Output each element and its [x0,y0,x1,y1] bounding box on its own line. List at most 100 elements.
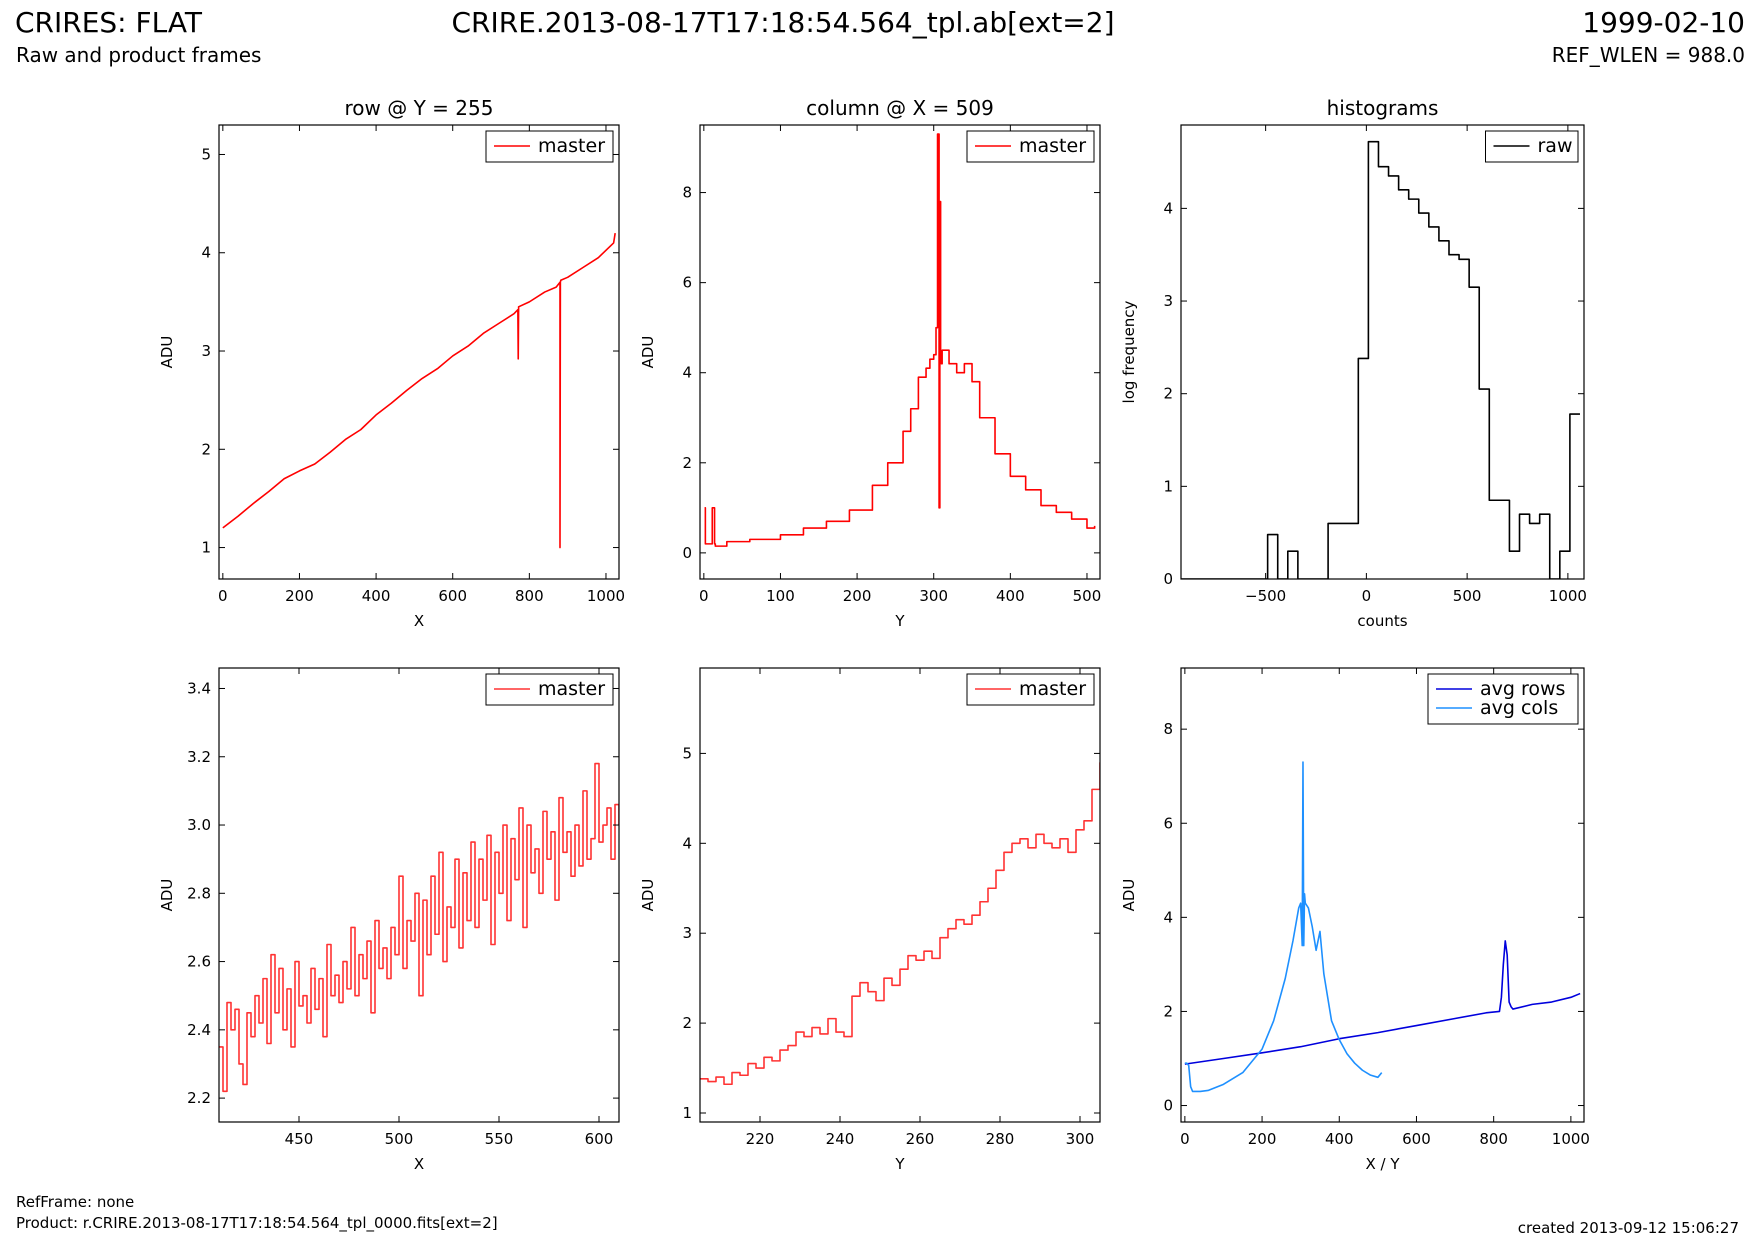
legend-label: master [538,135,605,157]
y-tick-label: 3.2 [187,748,211,766]
x-tick-label: −500 [1245,587,1286,605]
y-tick-label: 5 [682,744,692,762]
series-line-avg-cols [1184,761,1383,1093]
x-tick-label: 200 [285,587,314,605]
y-axis-label: ADU [158,336,176,369]
chart-title: row @ Y = 255 [345,96,494,120]
legend-label: avg cols [1480,697,1558,719]
chart-panel-3: histograms −500 0 500 1000 0 1 2 3 4 counts log fre… [1120,96,1587,630]
y-axis-label: ADU [639,336,657,369]
y-tick-label: 2.4 [187,1021,211,1039]
plot-frame [218,124,620,580]
plot-area [219,762,619,1093]
y-tick-label: 2 [682,1014,692,1032]
y-tick-label: 2.6 [187,953,211,971]
header-left-title: CRIRES: FLAT [15,6,202,39]
x-tick-label: 300 [919,587,948,605]
x-tick-label: 200 [843,587,872,605]
plot-frame [699,667,1101,1123]
x-tick-label: 100 [766,587,795,605]
y-tick-label: 2.8 [187,884,211,902]
x-tick-label: 400 [996,587,1025,605]
x-axis-label: Y [894,1155,905,1173]
footer-refframe: RefFrame: none [16,1193,135,1211]
y-tick-label: 4 [201,244,211,262]
chart-panel-2: column @ X = 509 0 100 200 300 400 500 0 2 4 6 8 Y AD… [639,96,1101,630]
y-tick-label: 4 [1163,199,1173,217]
y-tick-label: 3 [201,342,211,360]
legend-label: master [1019,678,1086,700]
x-tick-label: 1000 [587,587,625,605]
y-axis-label: ADU [639,879,657,912]
plot-area [222,232,616,549]
x-tick-label: 450 [285,1130,314,1148]
plot-area [700,762,1100,1086]
x-tick-label: 400 [1325,1130,1354,1148]
chart-panel-4: 450 500 550 600 2.2 2.4 2.6 2.8 3.0 3.2 3.4 X ADU mas… [158,667,620,1173]
y-axis-label: ADU [1120,879,1138,912]
x-axis-label: Y [894,612,905,630]
legend-label: avg rows [1480,678,1565,700]
chart-title: column @ X = 509 [806,96,994,120]
y-tick-label: 3 [682,924,692,942]
y-tick-label: 8 [682,184,692,202]
plot-area [704,133,1096,547]
x-tick-label: 200 [1248,1130,1277,1148]
plot-area [1181,140,1580,579]
y-tick-label: 2 [1163,385,1173,403]
chart-panel-1: row @ Y = 255 0 200 400 600 800 1000 1 2 3 4 5 X ADU m… [158,96,625,630]
x-tick-label: 600 [585,1130,614,1148]
x-tick-label: 500 [385,1130,414,1148]
header-right-subtitle: REF_WLEN = 988.0 [1551,43,1745,67]
x-tick-label: 600 [438,587,467,605]
plot-frame [1180,667,1585,1123]
x-tick-label: 300 [1066,1130,1095,1148]
x-axis-label: X / Y [1365,1155,1400,1173]
y-axis-label: ADU [158,879,176,912]
plot-area [1184,761,1581,1093]
x-tick-label: 0 [218,587,228,605]
x-tick-label: 0 [699,587,709,605]
y-tick-label: 0 [682,544,692,562]
series-line-master [700,762,1100,1086]
x-tick-label: 800 [515,587,544,605]
x-axis-label: X [414,612,424,630]
y-tick-label: 3.4 [187,679,211,697]
y-tick-label: 0 [1163,1097,1173,1115]
legend: master [966,673,1095,706]
y-tick-label: 4 [682,834,692,852]
x-tick-label: 500 [1073,587,1102,605]
y-tick-label: 2 [201,440,211,458]
series-line-master [219,762,619,1093]
series-line-master [704,133,1096,547]
header-right-date: 1999-02-10 [1582,6,1745,39]
y-tick-label: 3.0 [187,816,211,834]
y-tick-label: 1 [1163,477,1173,495]
y-tick-label: 3 [1163,292,1173,310]
series-line-master [222,232,616,549]
y-tick-label: 4 [1163,908,1173,926]
series-line-avg-rows [1184,940,1581,1065]
footer-created: created 2013-09-12 15:06:27 [1517,1219,1739,1237]
x-tick-label: 500 [1453,587,1482,605]
legend-label: master [1019,135,1086,157]
y-tick-label: 5 [201,145,211,163]
x-tick-label: 0 [1180,1130,1190,1148]
x-tick-label: 1000 [1552,1130,1590,1148]
y-tick-label: 1 [682,1104,692,1122]
y-tick-label: 0 [1163,570,1173,588]
x-tick-label: 260 [906,1130,935,1148]
series-line-raw [1181,140,1580,579]
y-tick-label: 2 [682,454,692,472]
legend: master [485,673,614,706]
y-tick-label: 1 [201,539,211,557]
legend: master [966,130,1095,163]
y-tick-label: 6 [1163,814,1173,832]
legend-box [1427,673,1579,725]
plot-frame [1180,124,1585,580]
x-tick-label: 800 [1479,1130,1508,1148]
x-tick-label: 220 [746,1130,775,1148]
chart-title: histograms [1327,96,1439,120]
